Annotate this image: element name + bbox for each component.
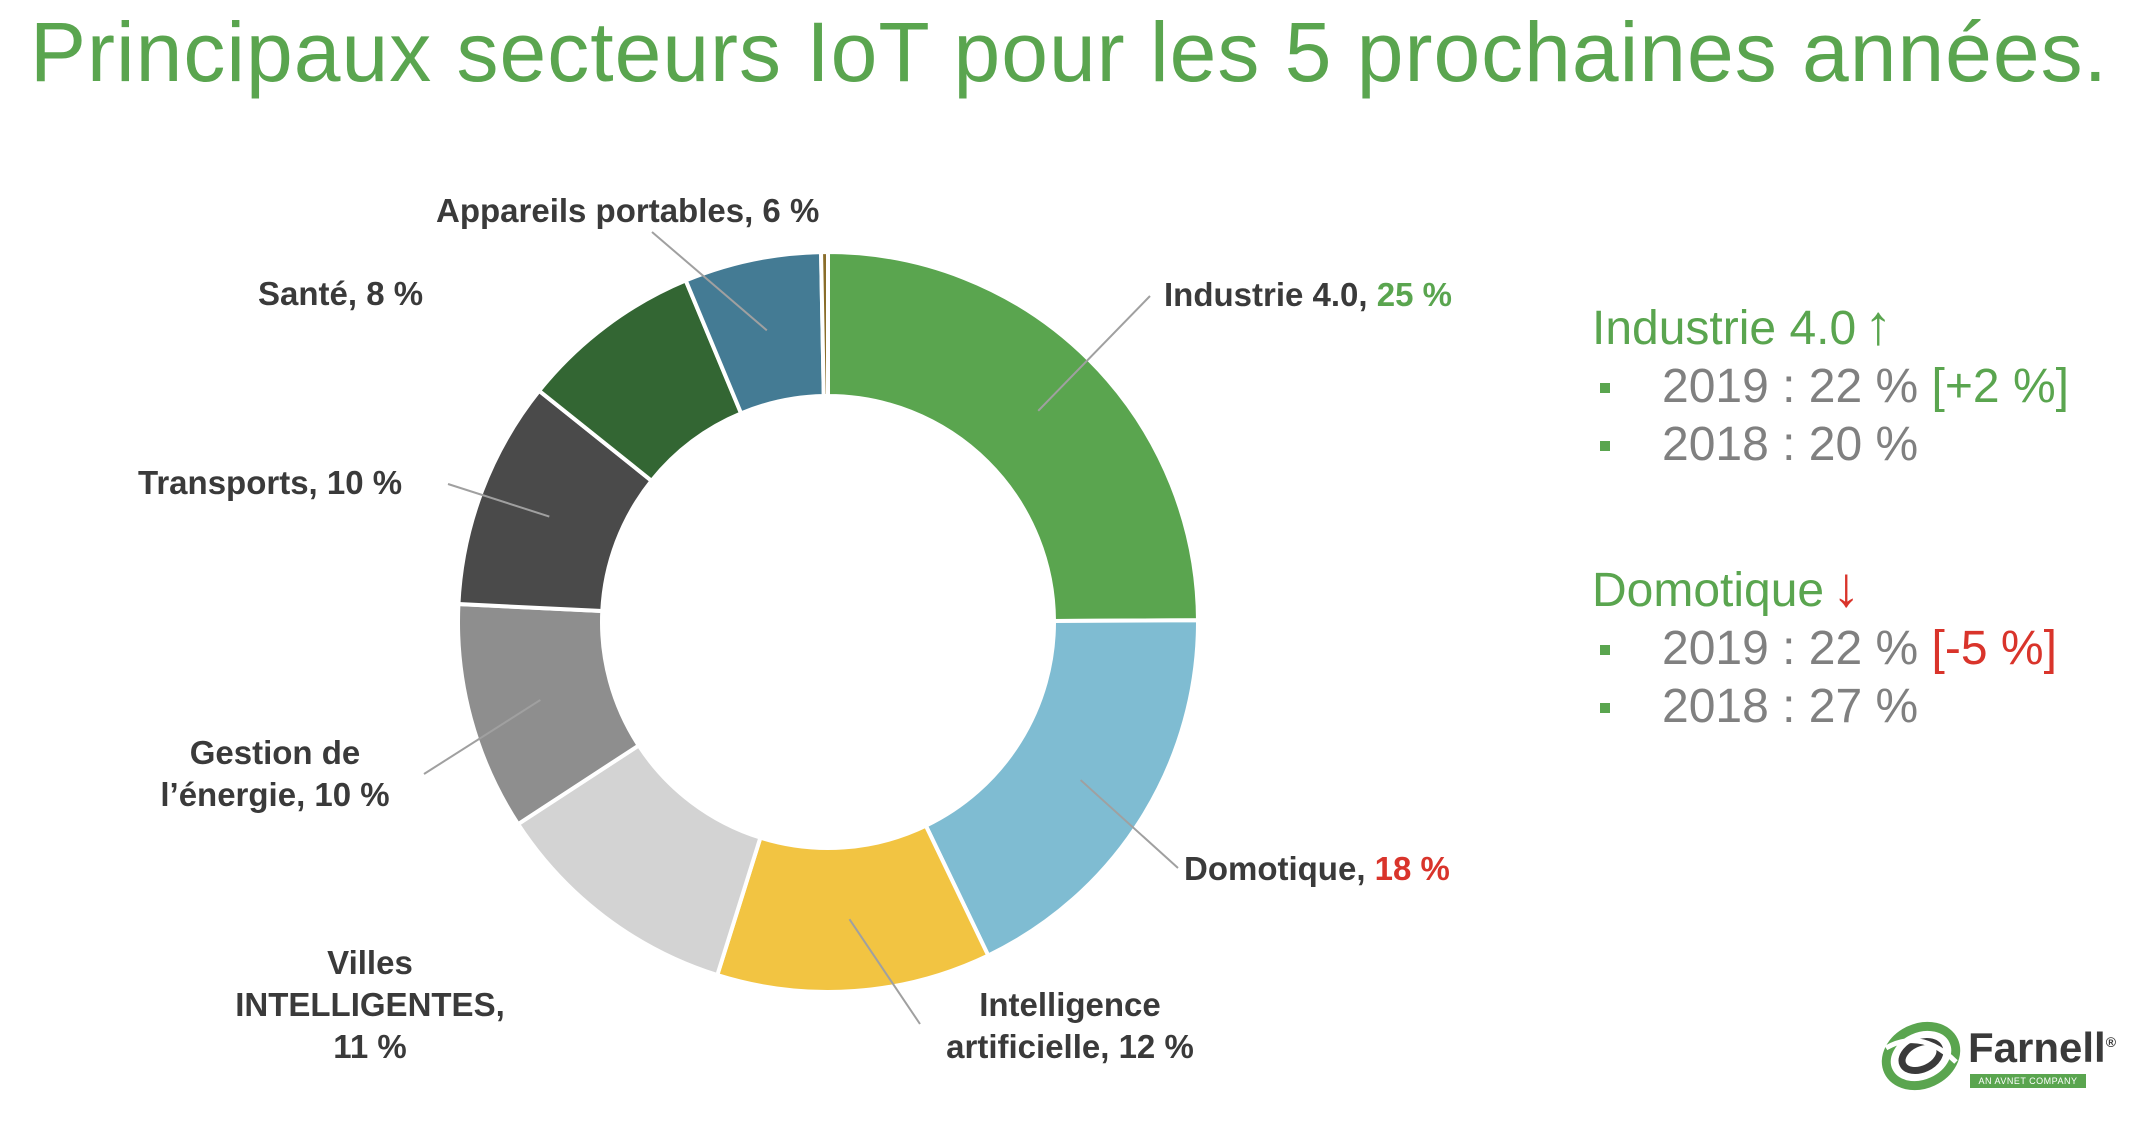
leader-line-2 xyxy=(848,918,921,1025)
farnell-swirl-icon xyxy=(1881,1021,1961,1091)
label-appareils-portables: Appareils portables, 6 % xyxy=(436,192,820,229)
leader-line-0 xyxy=(1037,295,1151,412)
arrow-down-icon: ↓ xyxy=(1832,555,1861,618)
logo-wordmark: Farnell® xyxy=(1968,1024,2117,1071)
chart-title: Principaux secteurs IoT pour les 5 proch… xyxy=(30,5,2108,99)
panel-industrie-row-2018: 2018 : 20 % xyxy=(1592,416,2069,474)
donut-slice-8 xyxy=(819,249,830,399)
change-badge-negative: [-5 %] xyxy=(1931,622,2057,675)
arrow-up-icon: ↑ xyxy=(1864,293,1893,356)
label-transports: Transports, 10 % xyxy=(138,464,403,501)
leader-line-7 xyxy=(651,231,768,332)
label-energie-line2: l’énergie, 10 % xyxy=(160,776,390,813)
logo-tagline: AN AVNET COMPANY xyxy=(1970,1074,2086,1088)
label-ia-line1: Intelligence xyxy=(979,986,1161,1023)
farnell-logo: Farnell® AN AVNET COMPANY xyxy=(1878,1018,2116,1098)
panel-industrie: Industrie 4.0 ↑ 2019 : 22 % [+2 %] 2018 :… xyxy=(1592,296,2069,474)
donut-slice-1 xyxy=(923,618,1201,959)
label-leader-lines xyxy=(423,231,1179,1025)
change-badge-positive: [+2 %] xyxy=(1931,360,2069,413)
label-sante: Santé, 8 % xyxy=(258,275,424,312)
leader-line-1 xyxy=(1079,779,1179,869)
panel-industrie-row-2019: 2019 : 22 % [+2 %] xyxy=(1592,358,2069,416)
label-villes-line2: INTELLIGENTES, xyxy=(235,986,505,1023)
panel-domotique: Domotique ↓ 2019 : 22 % [-5 %] 2018 : 27 … xyxy=(1592,558,2057,736)
leader-line-4 xyxy=(423,699,541,775)
label-gestion-energie: Gestion de l’énergie, 10 % xyxy=(130,732,420,816)
panel-domotique-heading: Domotique ↓ xyxy=(1592,555,1861,618)
label-intelligence-artificielle: Intelligence artificielle, 12 % xyxy=(930,984,1210,1068)
label-industrie-name: Industrie 4.0, xyxy=(1164,276,1368,313)
label-industrie: Industrie 4.0, 25 % xyxy=(1164,274,1452,316)
label-domotique-value: 18 % xyxy=(1374,850,1450,887)
panel-domotique-row-2018: 2018 : 27 % xyxy=(1592,678,2057,736)
donut-slice-0 xyxy=(826,249,1201,623)
label-industrie-value: 25 % xyxy=(1376,276,1452,313)
label-villes-intelligentes: Villes INTELLIGENTES, 11 % xyxy=(220,942,520,1068)
label-villes-line3: 11 % xyxy=(333,1028,407,1065)
panel-domotique-row-2019: 2019 : 22 % [-5 %] xyxy=(1592,620,2057,678)
label-energie-line1: Gestion de xyxy=(189,734,361,771)
leader-line-5 xyxy=(447,483,550,518)
donut-slices xyxy=(456,249,1201,994)
panel-industrie-heading: Industrie 4.0 ↑ xyxy=(1592,293,1893,356)
label-villes-line1: Villes xyxy=(327,944,413,981)
label-ia-line2: artificielle, 12 % xyxy=(946,1028,1194,1065)
label-domotique: Domotique, 18 % xyxy=(1184,848,1450,890)
label-domotique-name: Domotique, xyxy=(1184,850,1366,887)
